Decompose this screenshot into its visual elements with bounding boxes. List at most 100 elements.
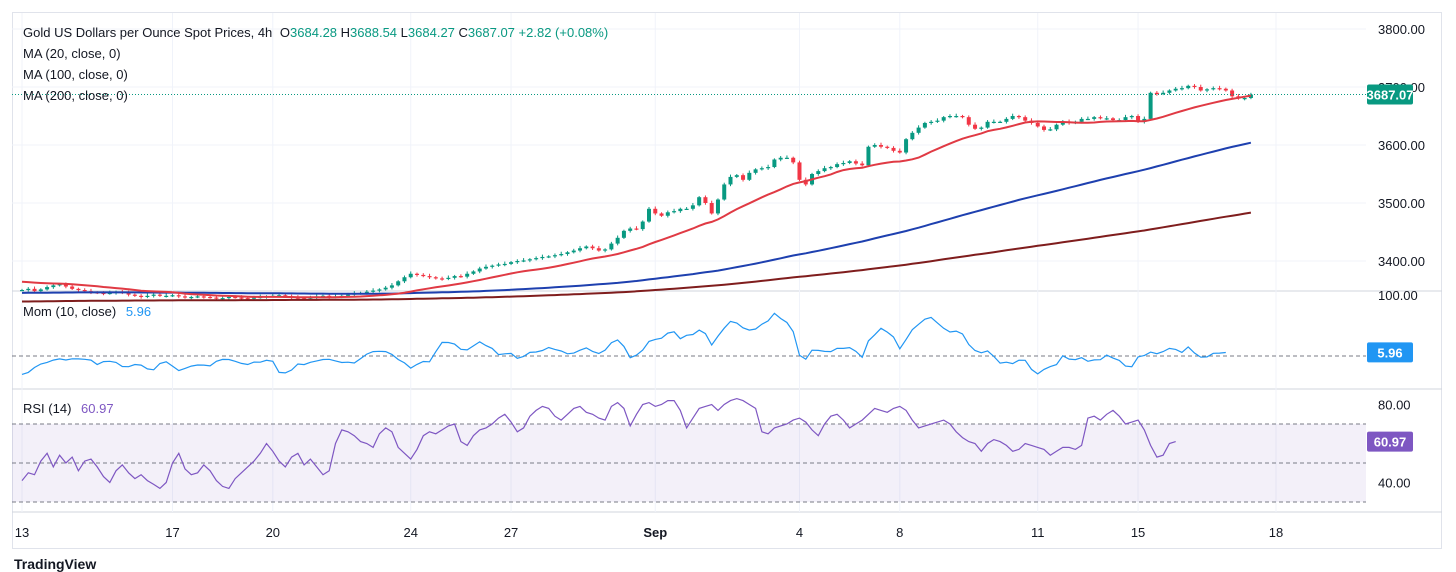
rsi-tick-label: 40.00 bbox=[1378, 476, 1411, 491]
candle-body bbox=[615, 237, 620, 244]
candle-body bbox=[697, 197, 702, 206]
candle-body bbox=[214, 297, 219, 299]
candle-body bbox=[565, 252, 570, 255]
time-tick-label: 20 bbox=[266, 525, 280, 540]
candle-body bbox=[1085, 118, 1090, 121]
candle-body bbox=[302, 298, 307, 300]
candle-body bbox=[954, 116, 959, 118]
candle-body bbox=[1060, 121, 1065, 125]
rsi-badge: 60.97 bbox=[1367, 431, 1413, 452]
candle-body bbox=[26, 288, 31, 291]
candle-body bbox=[559, 254, 564, 256]
candle-body bbox=[1098, 117, 1103, 119]
candle-body bbox=[1230, 90, 1235, 97]
candle-body bbox=[797, 162, 802, 180]
candle-body bbox=[1161, 92, 1166, 94]
candle-body bbox=[76, 288, 81, 291]
candle-body bbox=[176, 295, 181, 297]
ma20-legend[interactable]: MA (20, close, 0) bbox=[23, 46, 121, 61]
time-tick-label: 13 bbox=[15, 525, 29, 540]
candle-body bbox=[973, 124, 978, 129]
candle-body bbox=[628, 228, 633, 231]
candle-body bbox=[910, 132, 915, 140]
open-label: O bbox=[279, 25, 291, 40]
candles bbox=[20, 84, 1253, 301]
candle-body bbox=[164, 295, 169, 297]
candle-body bbox=[728, 176, 733, 185]
candle-body bbox=[1198, 87, 1203, 91]
candle-body bbox=[1004, 118, 1009, 122]
candle-body bbox=[690, 205, 695, 209]
candle-body bbox=[1167, 90, 1172, 93]
candle-body bbox=[891, 147, 896, 151]
candle-body bbox=[816, 171, 821, 174]
candle-body bbox=[979, 127, 984, 129]
candle-body bbox=[1211, 88, 1216, 90]
candle-body bbox=[1079, 118, 1084, 122]
time-tick-label: 18 bbox=[1269, 525, 1283, 540]
candle-body bbox=[170, 295, 175, 297]
candle-body bbox=[233, 296, 238, 299]
candle-body bbox=[1179, 88, 1184, 90]
candle-body bbox=[546, 256, 551, 258]
oscillators bbox=[21, 312, 1226, 490]
momentum-legend[interactable]: Mom (10, close) 5.96 bbox=[23, 304, 151, 319]
candle-body bbox=[860, 163, 865, 166]
high-label: H bbox=[340, 25, 351, 40]
candle-body bbox=[540, 256, 545, 259]
candle-body bbox=[1173, 88, 1178, 91]
candle-body bbox=[220, 298, 225, 300]
candle-body bbox=[853, 161, 858, 164]
candle-body bbox=[929, 121, 934, 123]
candle-body bbox=[1123, 117, 1128, 121]
candle-body bbox=[515, 261, 520, 263]
candle-body bbox=[734, 175, 739, 177]
rsi-legend[interactable]: RSI (14) 60.97 bbox=[23, 401, 114, 416]
candle-body bbox=[251, 297, 256, 299]
candle-body bbox=[653, 208, 658, 214]
candle-body bbox=[766, 167, 771, 169]
candle-body bbox=[383, 287, 388, 290]
candle-body bbox=[998, 121, 1003, 123]
candle-body bbox=[640, 221, 645, 230]
candle-body bbox=[509, 262, 514, 264]
candle-body bbox=[1010, 116, 1015, 119]
candle-body bbox=[872, 145, 877, 147]
symbol-title: Gold US Dollars per Ounce Spot Prices, 4… bbox=[23, 25, 273, 40]
ma100-legend[interactable]: MA (100, close, 0) bbox=[23, 67, 128, 82]
rsi-line bbox=[21, 397, 1176, 490]
candle-body bbox=[277, 295, 282, 297]
candle-body bbox=[1054, 124, 1059, 130]
candle-body bbox=[208, 296, 213, 299]
candle-body bbox=[239, 297, 244, 299]
candle-body bbox=[678, 208, 683, 212]
time-tick-label: 24 bbox=[404, 525, 418, 540]
candle-body bbox=[904, 139, 909, 153]
candle-body bbox=[139, 295, 144, 297]
candle-body bbox=[647, 208, 651, 222]
open-value: 3684.28 bbox=[290, 25, 338, 40]
candle-body bbox=[132, 294, 137, 296]
ma200-legend[interactable]: MA (200, close, 0) bbox=[23, 88, 128, 103]
candle-body bbox=[747, 172, 752, 180]
candle-body bbox=[659, 213, 664, 216]
candle-body bbox=[465, 273, 470, 277]
ma20-line bbox=[21, 94, 1252, 299]
candle-body bbox=[477, 268, 482, 272]
candle-body bbox=[245, 298, 250, 300]
candle-body bbox=[1148, 92, 1153, 119]
candle-body bbox=[1205, 89, 1210, 91]
candle-body bbox=[822, 168, 827, 172]
candle-body bbox=[609, 243, 614, 250]
candle-body bbox=[596, 248, 601, 251]
tradingview-logo: TradingView bbox=[14, 556, 97, 572]
candle-body bbox=[715, 199, 720, 214]
candle-body bbox=[985, 121, 990, 128]
candle-body bbox=[584, 246, 589, 249]
candle-body bbox=[966, 117, 971, 125]
value-badges: 3687.07 5.96 60.97 bbox=[1367, 84, 1414, 452]
candle-body bbox=[483, 266, 488, 269]
chart-frame bbox=[12, 12, 1442, 549]
candle-body bbox=[835, 164, 840, 168]
